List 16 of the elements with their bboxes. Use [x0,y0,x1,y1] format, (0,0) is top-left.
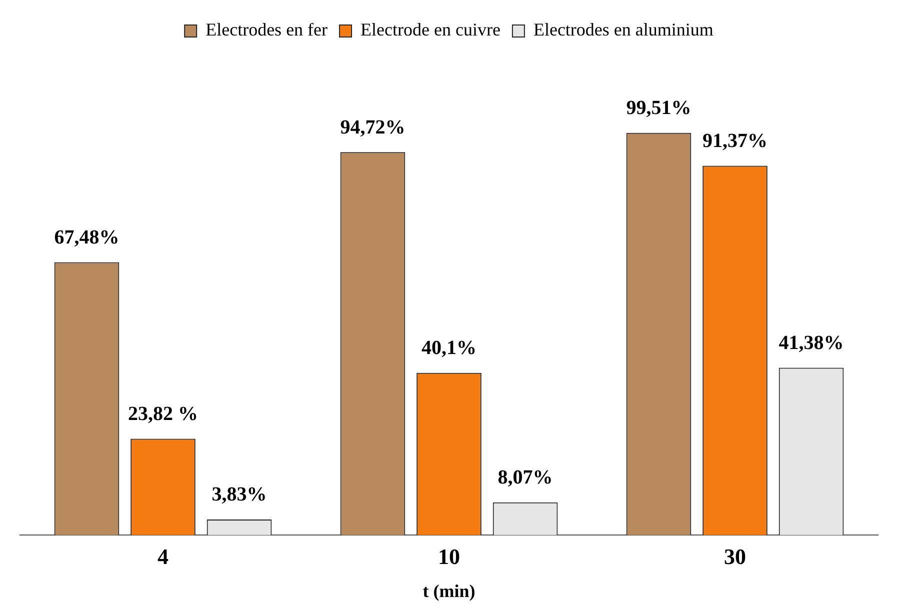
legend-label: Electrodes en aluminium [533,20,714,40]
x-tick-label: 30 [724,544,746,569]
data-label: 91,37% [702,130,768,152]
x-tick-label: 10 [438,544,460,569]
legend-label: Electrode en cuivre [360,20,500,40]
data-label: 23,82 % [128,402,198,425]
x-tick-label: 4 [158,544,168,569]
data-label: 3,83% [212,484,267,506]
data-label: 40,1% [422,337,476,360]
data-label: 41,38% [778,332,844,354]
data-label: 67,48% [54,226,120,248]
data-label: 8,07% [498,466,553,489]
data-label: 94,72% [340,116,406,138]
data-label: 99,51% [626,96,692,119]
x-axis-title: t (min) [422,580,476,601]
legend-label: Electrodes en fer [206,20,328,40]
